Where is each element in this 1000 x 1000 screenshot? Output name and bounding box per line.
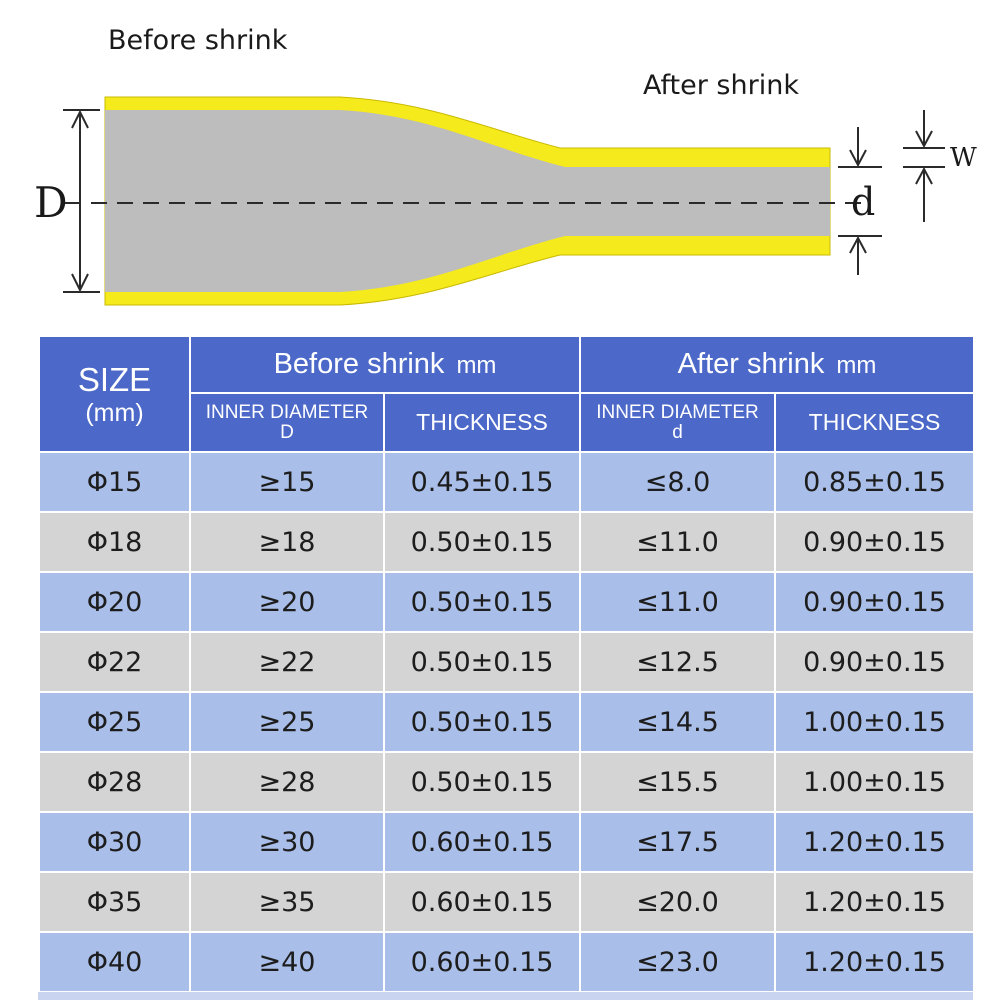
table-row: Φ20 ≥20 0.50±0.15 ≤11.0 0.90±0.15 xyxy=(38,571,975,633)
before-shrink-header: Before shrink mm xyxy=(189,335,581,394)
before-thickness-cell: 0.50±0.15 xyxy=(383,631,581,693)
after-thickness-cell: 1.20±0.15 xyxy=(774,931,975,993)
before-inner-line1: INNER DIAMETER xyxy=(205,401,369,423)
after-thickness-cell: 0.90±0.15 xyxy=(774,511,975,573)
size-cell: Φ35 xyxy=(38,871,191,933)
before-thickness-cell: 0.50±0.15 xyxy=(383,571,581,633)
table-row: Φ40 ≥40 0.60±0.15 ≤23.0 1.20±0.15 xyxy=(38,931,975,993)
before-thickness-cell: 0.45±0.15 xyxy=(383,451,581,513)
after-diameter-cell: ≤17.5 xyxy=(579,811,776,873)
before-inner-diameter-header: INNER DIAMETER D xyxy=(189,392,385,453)
before-diameter-cell: ≥22 xyxy=(189,631,385,693)
table-row: Φ18 ≥18 0.50±0.15 ≤11.0 0.90±0.15 xyxy=(38,511,975,573)
after-header-text: After shrink xyxy=(677,348,825,380)
size-cell: Φ28 xyxy=(38,751,191,813)
table-cutoff-row xyxy=(38,992,973,1000)
before-thickness-cell: 0.60±0.15 xyxy=(383,811,581,873)
size-cell: Φ22 xyxy=(38,631,191,693)
after-diameter-cell: ≤11.0 xyxy=(579,571,776,633)
table-body: Φ15 ≥15 0.45±0.15 ≤8.0 0.85±0.15 Φ18 ≥18 0.50±0… xyxy=(38,451,975,993)
table-row: Φ30 ≥30 0.60±0.15 ≤17.5 1.20±0.15 xyxy=(38,811,975,873)
after-thickness-cell: 0.85±0.15 xyxy=(774,451,975,513)
after-diameter-cell: ≤14.5 xyxy=(579,691,776,753)
after-thickness-header: THICKNESS xyxy=(774,392,975,453)
D-label: D xyxy=(34,178,68,227)
after-inner-line1: INNER DIAMETER xyxy=(596,401,759,423)
d-label: d xyxy=(851,180,876,224)
D-dimension xyxy=(63,109,100,293)
size-header-cell: SIZE (mm) xyxy=(38,335,191,453)
table-row: Φ35 ≥35 0.60±0.15 ≤20.0 1.20±0.15 xyxy=(38,871,975,933)
after-inner-diameter-header: INNER DIAMETER d xyxy=(579,392,776,453)
before-thickness-cell: 0.50±0.15 xyxy=(383,751,581,813)
after-thickness-cell: 1.00±0.15 xyxy=(774,751,975,813)
before-header-unit: mm xyxy=(456,352,497,379)
size-cell: Φ40 xyxy=(38,931,191,993)
size-unit: (mm) xyxy=(85,398,144,427)
size-cell: Φ30 xyxy=(38,811,191,873)
after-diameter-cell: ≤8.0 xyxy=(579,451,776,513)
table-row: Φ28 ≥28 0.50±0.15 ≤15.5 1.00±0.15 xyxy=(38,751,975,813)
after-diameter-cell: ≤15.5 xyxy=(579,751,776,813)
before-header-text: Before shrink xyxy=(273,348,445,380)
w-label: W xyxy=(950,143,977,173)
table-row: Φ15 ≥15 0.45±0.15 ≤8.0 0.85±0.15 xyxy=(38,451,975,513)
size-header: SIZE xyxy=(77,360,152,398)
before-diameter-cell: ≥28 xyxy=(189,751,385,813)
before-diameter-cell: ≥35 xyxy=(189,871,385,933)
w-dimension xyxy=(903,110,945,222)
before-thickness-cell: 0.60±0.15 xyxy=(383,871,581,933)
spec-table: SIZE (mm) Before shrink mm After shrink mm… xyxy=(38,335,975,993)
after-shrink-label: After shrink xyxy=(643,70,799,101)
size-cell: Φ25 xyxy=(38,691,191,753)
tube-illustration xyxy=(63,96,945,306)
before-diameter-cell: ≥15 xyxy=(189,451,385,513)
after-thickness-cell: 0.90±0.15 xyxy=(774,631,975,693)
size-cell: Φ20 xyxy=(38,571,191,633)
after-thickness-cell: 0.90±0.15 xyxy=(774,571,975,633)
size-cell: Φ15 xyxy=(38,451,191,513)
before-inner-line2: D xyxy=(280,421,294,443)
before-shrink-label: Before shrink xyxy=(108,25,288,56)
before-diameter-cell: ≥18 xyxy=(189,511,385,573)
after-diameter-cell: ≤12.5 xyxy=(579,631,776,693)
shrink-diagram: Before shrink After shrink D d W xyxy=(0,0,1000,320)
d-dimension xyxy=(838,127,882,275)
before-diameter-cell: ≥30 xyxy=(189,811,385,873)
after-thickness-cell: 1.20±0.15 xyxy=(774,811,975,873)
after-inner-line2: d xyxy=(672,421,683,443)
after-thickness-cell: 1.00±0.15 xyxy=(774,691,975,753)
before-diameter-cell: ≥25 xyxy=(189,691,385,753)
after-header-unit: mm xyxy=(836,352,877,379)
after-diameter-cell: ≤11.0 xyxy=(579,511,776,573)
after-diameter-cell: ≤23.0 xyxy=(579,931,776,993)
before-thickness-cell: 0.60±0.15 xyxy=(383,931,581,993)
before-diameter-cell: ≥40 xyxy=(189,931,385,993)
table-row: Φ25 ≥25 0.50±0.15 ≤14.5 1.00±0.15 xyxy=(38,691,975,753)
before-diameter-cell: ≥20 xyxy=(189,571,385,633)
before-thickness-header: THICKNESS xyxy=(383,392,581,453)
after-diameter-cell: ≤20.0 xyxy=(579,871,776,933)
size-cell: Φ18 xyxy=(38,511,191,573)
before-thickness-cell: 0.50±0.15 xyxy=(383,511,581,573)
after-shrink-header: After shrink mm xyxy=(579,335,975,394)
tube-core xyxy=(105,110,830,292)
table-row: Φ22 ≥22 0.50±0.15 ≤12.5 0.90±0.15 xyxy=(38,631,975,693)
before-thickness-cell: 0.50±0.15 xyxy=(383,691,581,753)
after-thickness-cell: 1.20±0.15 xyxy=(774,871,975,933)
